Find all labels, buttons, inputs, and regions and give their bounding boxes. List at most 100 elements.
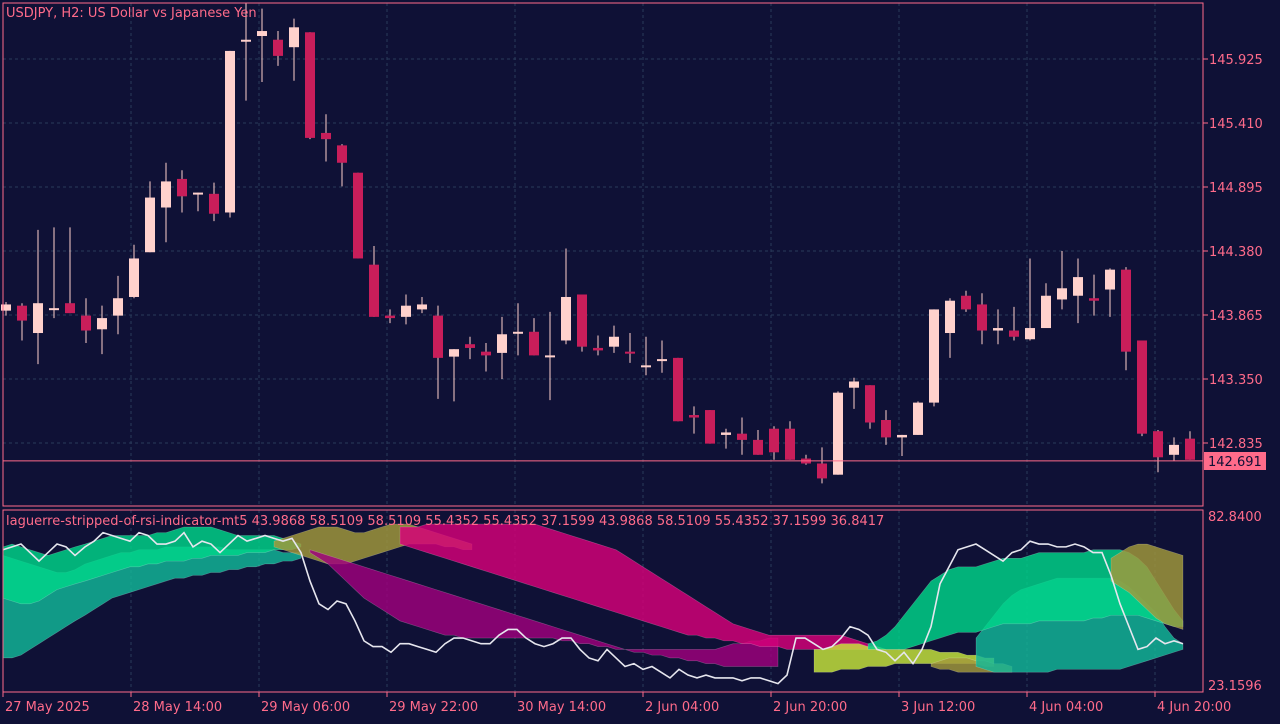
candle (1025, 258, 1035, 341)
candle-body (1073, 277, 1083, 296)
candle-body (865, 385, 875, 423)
time-axis: 27 May 2025 28 May 14:00 29 May 06:00 29 Ma… (2, 692, 1231, 715)
price-tick-label: 144.895 (1209, 181, 1263, 196)
candle-body (369, 264, 379, 317)
indicator-pane-frame (2, 509, 1204, 693)
candle (865, 385, 875, 429)
candle (1, 301, 11, 316)
candle-body (401, 305, 411, 317)
candle-body (161, 181, 171, 208)
candle (705, 410, 715, 444)
candle (673, 357, 683, 422)
indicator-bands (2, 523, 1184, 673)
candle-body (49, 308, 59, 311)
candle (1121, 267, 1131, 371)
candle-body (881, 420, 891, 438)
candle-body (513, 331, 523, 334)
candle-body (257, 31, 267, 37)
candle (593, 335, 603, 356)
candle-body (193, 192, 203, 195)
candle (97, 305, 107, 355)
candle (337, 144, 347, 187)
candle (273, 31, 283, 66)
candle-body (1, 304, 11, 311)
candle (401, 294, 411, 325)
candle-body (497, 334, 507, 353)
candle-body (977, 304, 987, 331)
candle-body (529, 331, 539, 356)
candle (945, 298, 955, 358)
candle (609, 325, 619, 353)
candle-body (913, 402, 923, 435)
candle-body (993, 328, 1003, 331)
candle (849, 377, 859, 409)
candle (561, 248, 571, 345)
candle-body (593, 347, 603, 351)
candle-body (545, 355, 555, 358)
candle (1105, 268, 1115, 317)
candle (1153, 429, 1163, 473)
indicator-band (309, 549, 779, 667)
candle-body (449, 349, 459, 357)
candle-body (97, 318, 107, 330)
current-price-label: 142.691 (1208, 455, 1262, 470)
candle (1041, 283, 1051, 329)
candle-body (337, 145, 347, 163)
candle-body (577, 294, 587, 347)
candle (1185, 431, 1195, 460)
candle (289, 18, 299, 81)
candle (65, 227, 75, 314)
candle-body (657, 359, 667, 362)
candle (433, 305, 443, 399)
candle (833, 391, 843, 475)
candle (1009, 306, 1019, 341)
candle-body (289, 27, 299, 48)
candle (161, 162, 171, 243)
time-tick-label: 2 Jun 04:00 (645, 700, 719, 715)
candle-body (465, 344, 475, 348)
candle (225, 50, 235, 218)
candle (353, 172, 363, 259)
candle (321, 114, 331, 162)
candle (241, 2, 251, 101)
candle-body (849, 381, 859, 388)
candle-body (321, 132, 331, 140)
price-axis: 145.925 145.410 144.895 144.380 143.865 143.3… (1203, 53, 1263, 452)
candle (625, 333, 635, 363)
time-tick-label: 4 Jun 04:00 (1029, 700, 1103, 715)
candle (417, 296, 427, 314)
indicator-top-label: 82.8400 (1208, 510, 1262, 525)
candle (961, 290, 971, 312)
candle (977, 293, 987, 345)
candle-body (129, 258, 139, 297)
candle (913, 401, 923, 435)
candle (193, 192, 203, 212)
candle (993, 309, 1003, 345)
candle-body (817, 463, 827, 479)
price-tick-label: 145.925 (1209, 53, 1263, 68)
chart-title: USDJPY, H2: US Dollar vs Japanese Yen (6, 6, 257, 21)
candle (385, 309, 395, 324)
candle (753, 429, 763, 455)
candle-body (305, 32, 315, 138)
price-tick-label: 143.865 (1209, 309, 1263, 324)
candle (497, 316, 507, 379)
candle (481, 342, 491, 372)
candle (545, 311, 555, 401)
time-tick-label: 29 May 06:00 (261, 700, 350, 715)
price-tick-label: 142.835 (1209, 437, 1263, 452)
current-price-badge (1204, 452, 1266, 470)
candle-body (945, 300, 955, 334)
candle-body (1137, 340, 1147, 434)
candle-body (225, 50, 235, 213)
time-tick-label: 28 May 14:00 (133, 700, 222, 715)
price-tick-label: 144.380 (1209, 245, 1263, 260)
candle-body (625, 351, 635, 354)
price-tick-label: 145.410 (1209, 117, 1263, 132)
candle-body (1057, 288, 1067, 300)
time-tick-label: 29 May 22:00 (389, 700, 478, 715)
time-tick-label: 2 Jun 20:00 (773, 700, 847, 715)
indicator-label: laguerre-stripped-of-rsi-indicator-mt5 4… (6, 514, 884, 529)
